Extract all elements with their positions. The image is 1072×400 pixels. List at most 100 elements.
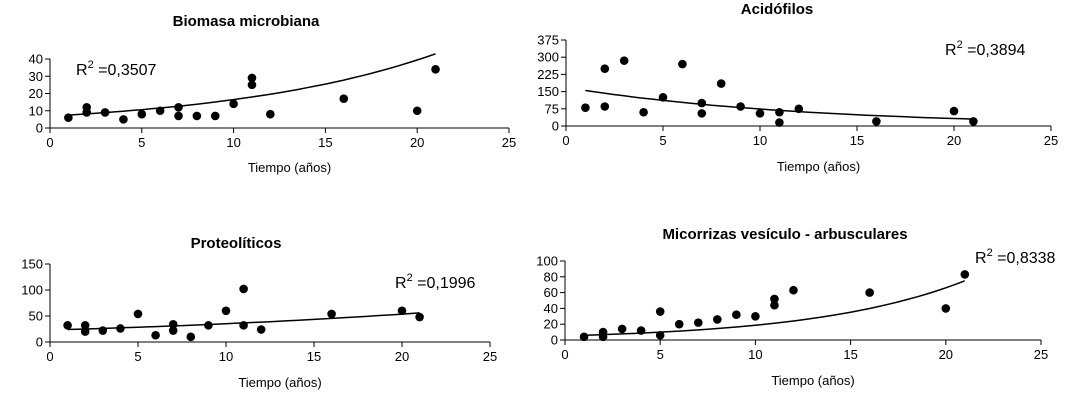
r2-annotation: R2 =0,1996 — [395, 272, 476, 292]
x-tick-label: 0 — [561, 347, 568, 362]
data-point — [789, 285, 798, 295]
x-tick-label: 15 — [843, 347, 857, 362]
data-point — [133, 309, 143, 319]
x-axis-label: Tiempo (años) — [771, 373, 854, 388]
data-point — [658, 93, 668, 102]
trend-line — [583, 280, 966, 337]
x-tick-label: 15 — [318, 135, 332, 150]
data-point — [63, 321, 72, 330]
data-point — [186, 332, 196, 342]
data-point — [872, 117, 881, 126]
x-tick-label: 25 — [1044, 133, 1058, 148]
data-point — [949, 106, 959, 116]
x-tick-label: 10 — [753, 133, 767, 148]
y-tick-label: 10 — [29, 103, 43, 118]
data-point — [119, 115, 128, 124]
data-point — [339, 94, 349, 103]
y-tick-label: 40 — [544, 301, 558, 316]
data-point — [210, 111, 220, 121]
r2-annotation: R2 =0,3507 — [76, 59, 157, 79]
y-tick-label: 40 — [29, 52, 43, 67]
data-point — [655, 330, 665, 340]
data-point — [639, 107, 648, 117]
data-point — [775, 118, 784, 127]
data-point — [64, 113, 73, 122]
data-point — [80, 327, 90, 336]
x-tick-label: 0 — [46, 349, 53, 364]
data-point — [82, 108, 92, 117]
data-point — [693, 318, 703, 327]
data-point — [168, 326, 178, 335]
data-point — [204, 321, 213, 330]
chart-title: Proteolíticos — [191, 235, 282, 252]
y-tick-label: 0 — [552, 119, 559, 134]
y-tick-label: 100 — [21, 283, 43, 298]
data-point — [327, 309, 336, 319]
x-tick-label: 20 — [947, 133, 961, 148]
x-tick-label: 20 — [939, 347, 953, 362]
data-point — [137, 109, 147, 119]
data-point — [732, 310, 741, 320]
x-tick-label: 20 — [395, 349, 409, 364]
data-point — [600, 64, 610, 73]
data-point — [619, 56, 629, 65]
y-tick-label: 0 — [36, 121, 43, 136]
y-tick-label: 100 — [536, 254, 558, 269]
data-point — [266, 109, 275, 119]
data-point — [697, 98, 707, 108]
y-tick-label: 30 — [29, 69, 43, 84]
chart-biomasa: Biomasa microbiana 0 5 10 15 20 25 0 10 20 30 40 Tie… — [0, 0, 520, 190]
x-tick-label: 20 — [410, 135, 424, 150]
data-point — [770, 294, 779, 304]
y-tick-label: 75 — [545, 101, 559, 116]
data-point — [229, 99, 238, 109]
chart-title: Acidófilos — [741, 1, 814, 18]
data-point — [581, 103, 590, 112]
data-point — [713, 315, 722, 324]
data-point — [116, 324, 125, 333]
data-point — [221, 306, 231, 316]
y-tick-label: 20 — [544, 317, 558, 332]
chart-proteoliticos: Proteolíticos 0 5 10 15 20 25 0 50 100 150 Tiempo (… — [0, 200, 520, 395]
data-point — [755, 109, 765, 118]
data-point — [174, 111, 183, 121]
x-tick-label: 10 — [219, 349, 233, 364]
data-point — [674, 319, 684, 329]
data-point — [736, 102, 745, 111]
x-axis-label: Tiempo (años) — [777, 159, 860, 174]
x-tick-label: 5 — [657, 347, 664, 362]
data-point — [247, 73, 257, 83]
x-tick-label: 10 — [226, 135, 240, 150]
data-point — [579, 332, 589, 342]
r2-annotation: R2 =0,8338 — [975, 247, 1056, 267]
x-axis-label: Tiempo (años) — [248, 160, 331, 175]
data-point — [655, 307, 665, 316]
data-point — [716, 79, 726, 88]
y-tick-label: 60 — [544, 285, 558, 300]
y-tick-label: 80 — [544, 269, 558, 284]
chart-title: Micorrizas vesículo - arbusculares — [662, 226, 907, 243]
x-tick-label: 25 — [502, 135, 516, 150]
data-point — [256, 325, 266, 334]
data-point — [794, 104, 804, 114]
data-point — [98, 326, 108, 335]
data-point — [412, 106, 422, 116]
data-point — [600, 102, 610, 111]
y-tick-label: 50 — [29, 309, 43, 324]
data-point — [168, 320, 178, 329]
data-point — [431, 65, 440, 74]
chart-micorrizas: Micorrizas vesículo - arbusculares 0 5 10 15… — [530, 200, 1072, 395]
data-point — [636, 326, 646, 335]
x-tick-label: 10 — [748, 347, 762, 362]
x-tick-label: 0 — [562, 133, 569, 148]
x-tick-label: 5 — [134, 349, 141, 364]
data-point — [397, 306, 407, 316]
y-tick-label: 300 — [537, 50, 559, 65]
data-point — [751, 312, 760, 321]
data-point — [239, 284, 248, 294]
y-tick-label: 375 — [537, 33, 559, 48]
x-tick-label: 5 — [138, 135, 145, 150]
data-point — [617, 324, 627, 334]
data-point — [192, 111, 202, 121]
data-point — [80, 321, 90, 330]
